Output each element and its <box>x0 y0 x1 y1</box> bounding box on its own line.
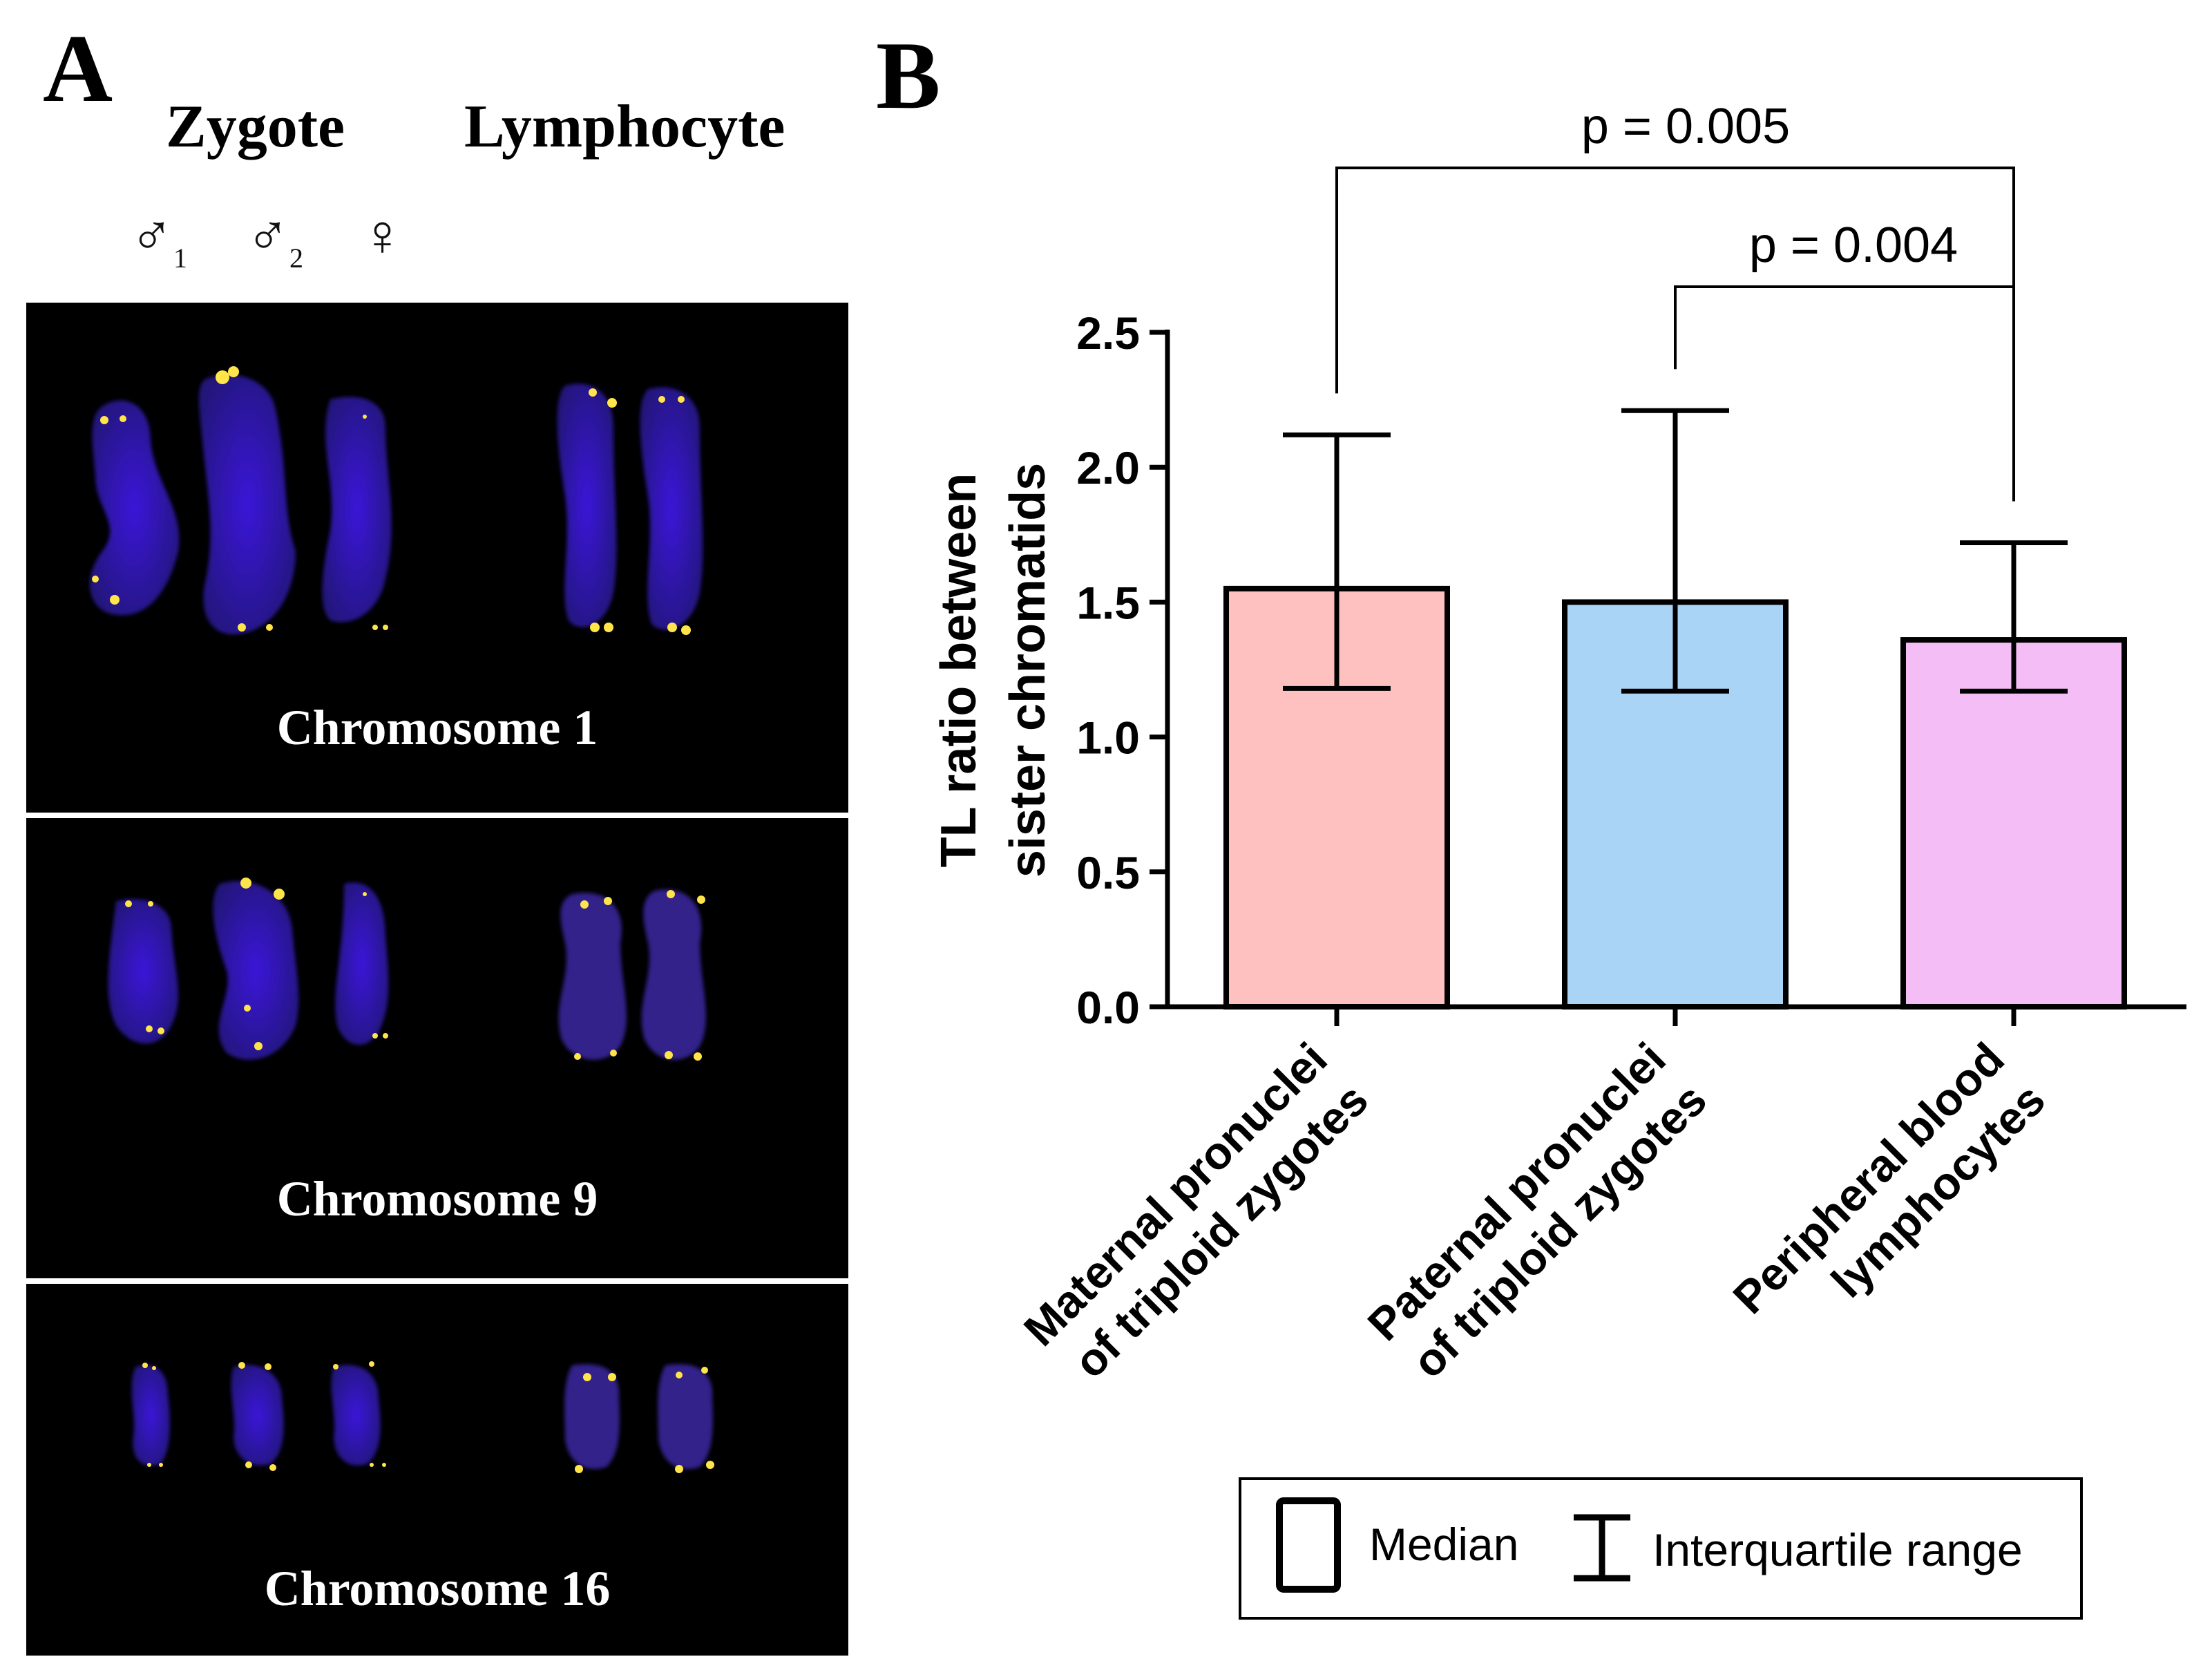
panel-a-label: A <box>43 15 113 122</box>
legend-frame <box>1239 1477 2083 1620</box>
male-pronucleus-1-symbol: ♂1 <box>130 204 187 274</box>
significance-brackets: p = 0.005 p = 0.004 <box>1335 99 2015 502</box>
y-tick-label: 1.0 <box>1076 712 1140 764</box>
legend-error-bar-swatch <box>1574 1514 1630 1582</box>
y-axis-label: TL ratio between sister chromatids <box>931 463 1056 878</box>
chromosome-9-micrograph: Chromosome 9 <box>26 818 848 1278</box>
chromosome-1-micrograph: Chromosome 1 <box>26 303 848 813</box>
y-tick-label: 2.0 <box>1076 442 1140 493</box>
legend-median-swatch <box>1276 1497 1341 1593</box>
y-axis-label-line-1: TL ratio between <box>931 473 986 868</box>
legend-median-label: Median <box>1369 1519 1518 1570</box>
legend: Median Interquartile range <box>1239 1477 2083 1620</box>
error-bars-group <box>1283 408 2068 694</box>
chromosome-1-image <box>89 366 703 635</box>
chromosome-16-micrograph: Chromosome 16 <box>26 1284 848 1656</box>
bar <box>1900 637 2127 1010</box>
y-tick-label: 2.5 <box>1076 307 1140 359</box>
legend-iqr-label: Interquartile range <box>1652 1524 2023 1575</box>
y-tick-label: 0.0 <box>1076 982 1140 1033</box>
y-tick-label: 1.5 <box>1076 577 1140 628</box>
female-pronucleus-symbol: ♀ <box>361 204 404 268</box>
panel-b-label: B <box>876 22 941 129</box>
zygote-column-header: Zygote <box>166 93 345 160</box>
lymphocyte-column-header: Lymphocyte <box>464 93 785 160</box>
y-axis-label-line-2: sister chromatids <box>1000 463 1056 878</box>
x-axis <box>1165 1004 2186 1026</box>
chromosome-16-image <box>131 1361 714 1473</box>
chromosome-9-image <box>108 878 706 1061</box>
chromosome-9-label: Chromosome 9 <box>276 1171 598 1226</box>
significance-bracket <box>1674 285 2015 502</box>
y-tick-label: 0.5 <box>1076 847 1140 898</box>
y-axis: 0.0 0.5 1.0 1.5 2.0 2.5 <box>1076 307 1170 1033</box>
male-pronucleus-2-symbol: ♂2 <box>246 204 303 274</box>
p-value-label: p = 0.005 <box>1581 99 1790 154</box>
chromosome-1-label: Chromosome 1 <box>276 700 598 755</box>
p-value-label: p = 0.004 <box>1749 218 1958 273</box>
chromosome-16-label: Chromosome 16 <box>264 1561 611 1616</box>
